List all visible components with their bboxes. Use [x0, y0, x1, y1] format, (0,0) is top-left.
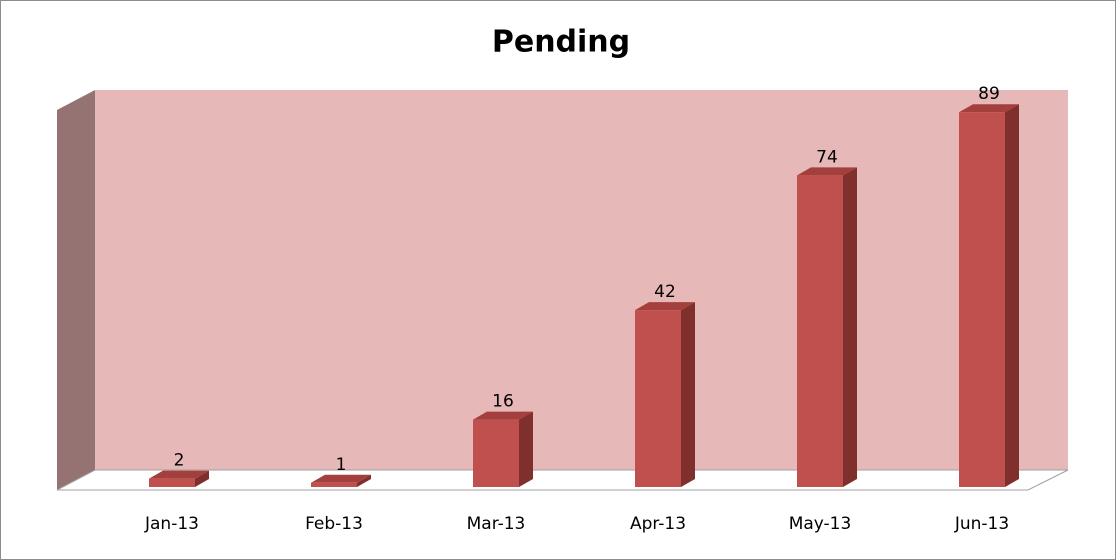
bar	[959, 104, 1019, 487]
data-label: 16	[492, 392, 514, 412]
bar-side	[357, 474, 371, 487]
bar-side	[681, 302, 695, 487]
back-wall	[95, 90, 1068, 470]
chart-title: Pending	[492, 25, 630, 60]
bar-front	[797, 175, 843, 487]
x-tick-label: Feb-13	[305, 514, 363, 534]
data-label: 2	[174, 451, 185, 471]
bar-side	[195, 470, 209, 487]
data-label: 89	[978, 84, 1000, 104]
bar-side	[1005, 104, 1019, 487]
bar-side	[519, 411, 533, 487]
bar-top	[959, 104, 1019, 113]
x-tick-label: Jan-13	[144, 514, 199, 534]
data-label: 42	[654, 282, 676, 302]
bar-front	[311, 482, 357, 487]
data-label: 1	[336, 455, 347, 475]
x-tick-label: Mar-13	[467, 514, 526, 534]
bar-side	[843, 167, 857, 487]
side-wall	[57, 90, 95, 490]
bar-top	[635, 302, 695, 311]
bar	[149, 470, 209, 487]
x-tick-label: Apr-13	[630, 514, 686, 534]
bar	[797, 167, 857, 487]
bar-top	[473, 411, 533, 420]
bar-top	[149, 470, 209, 479]
x-tick-label: Jun-13	[954, 514, 1009, 534]
bar	[635, 302, 695, 487]
bar-front	[959, 112, 1005, 487]
bar-top	[797, 167, 857, 176]
bar-front	[149, 478, 195, 487]
bar	[473, 411, 533, 487]
bar-front	[473, 419, 519, 487]
data-label: 74	[816, 147, 838, 167]
x-tick-label: May-13	[789, 514, 852, 534]
bar-front	[635, 310, 681, 487]
bar-top	[311, 474, 371, 483]
bar	[311, 474, 371, 487]
